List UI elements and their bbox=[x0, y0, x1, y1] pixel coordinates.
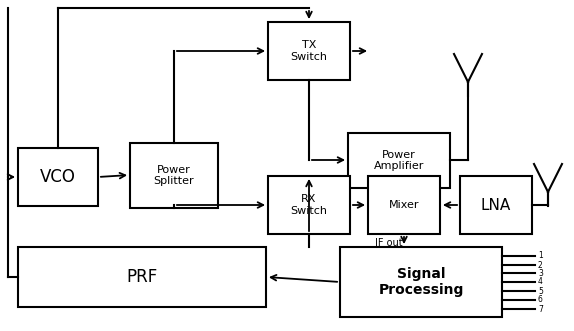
Text: 1: 1 bbox=[538, 252, 543, 260]
Bar bbox=[130, 143, 218, 208]
Bar bbox=[268, 176, 350, 234]
Text: 4: 4 bbox=[538, 277, 543, 287]
Text: Power
Splitter: Power Splitter bbox=[154, 165, 195, 186]
Text: LNA: LNA bbox=[481, 198, 511, 213]
Bar bbox=[348, 133, 450, 188]
Text: Power
Amplifier: Power Amplifier bbox=[374, 150, 424, 171]
Text: 5: 5 bbox=[538, 287, 543, 296]
Bar bbox=[18, 247, 266, 307]
Text: Mixer: Mixer bbox=[389, 200, 419, 210]
Text: PRF: PRF bbox=[126, 268, 158, 286]
Bar bbox=[268, 22, 350, 80]
Bar bbox=[460, 176, 532, 234]
Text: RX
Switch: RX Switch bbox=[290, 194, 328, 216]
Text: 3: 3 bbox=[538, 268, 543, 277]
Bar bbox=[368, 176, 440, 234]
Text: 2: 2 bbox=[538, 260, 543, 269]
Text: 7: 7 bbox=[538, 305, 543, 313]
Bar bbox=[340, 247, 502, 317]
Bar bbox=[18, 148, 98, 206]
Text: VCO: VCO bbox=[40, 168, 76, 186]
Text: IF out: IF out bbox=[375, 238, 402, 248]
Text: 6: 6 bbox=[538, 296, 543, 305]
Text: Signal
Processing: Signal Processing bbox=[378, 267, 464, 297]
Text: TX
Switch: TX Switch bbox=[290, 40, 328, 62]
